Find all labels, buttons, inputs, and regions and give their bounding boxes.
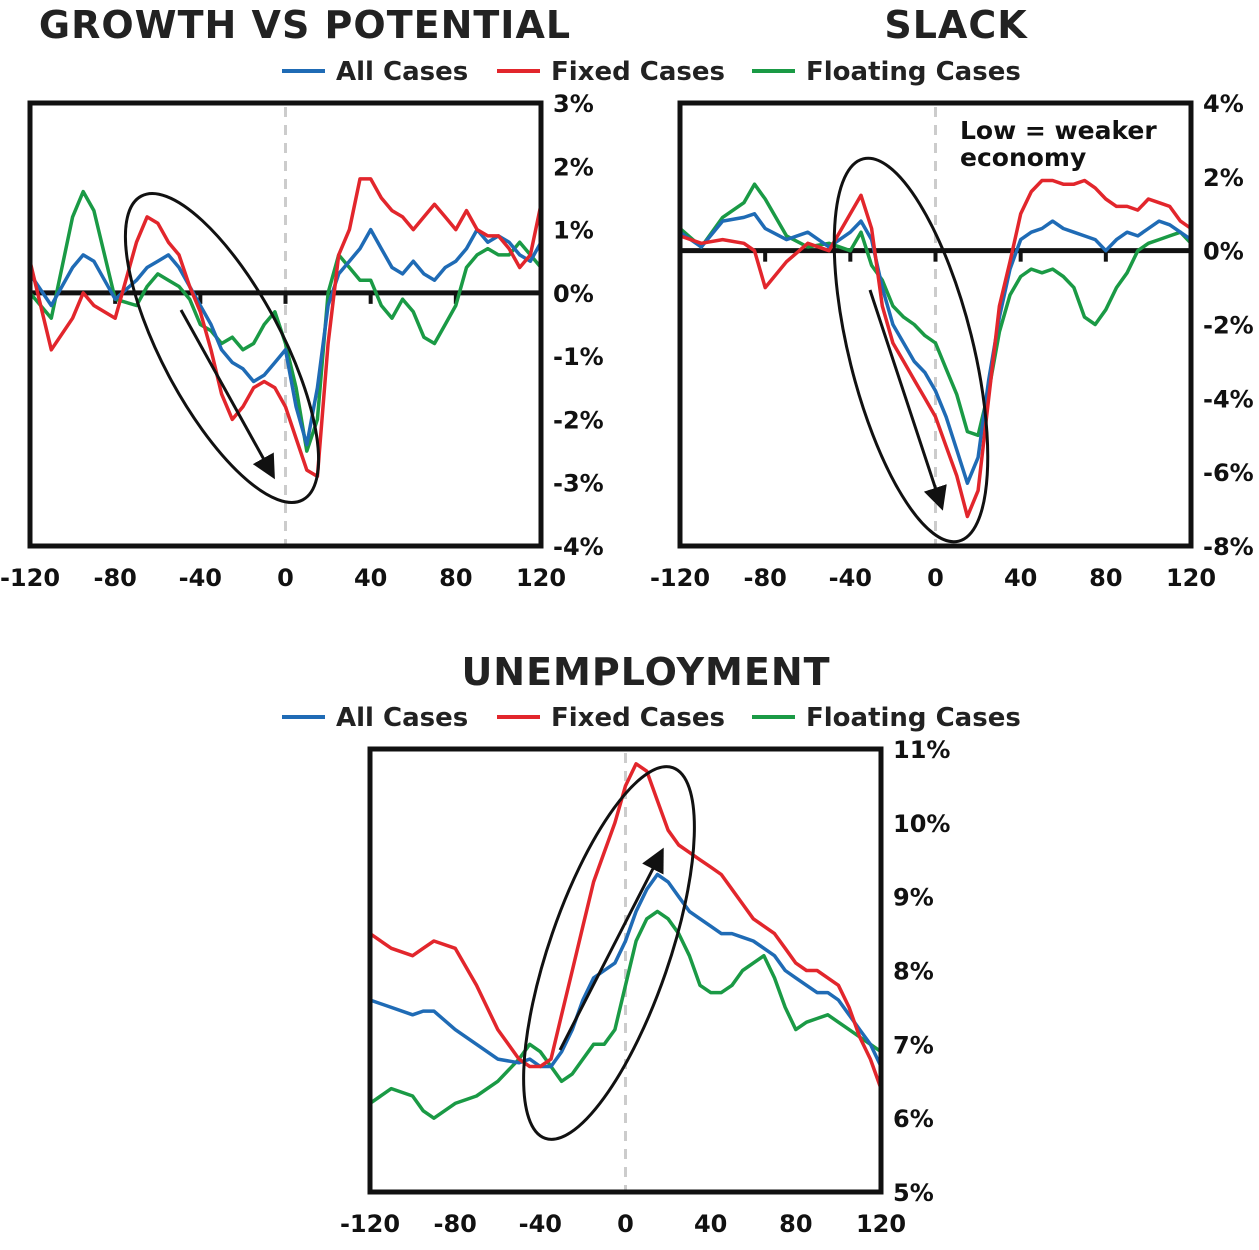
x-tick-label: -120 [0, 564, 60, 592]
x-tick-label: 40 [1004, 564, 1037, 592]
chart-title-unemployment: UNEMPLOYMENT [461, 650, 830, 694]
plot-growth: -120 -80 -40 0 40 80 120 -4% -3% -2% -1% 0% 1% 2% 3% [0, 90, 604, 592]
y-tick-label: 2% [1203, 164, 1244, 192]
x-tick-label: 0 [617, 1210, 634, 1238]
plot-frame [367, 746, 884, 1195]
x-tick-label: -40 [519, 1210, 562, 1238]
x-tick-label: 0 [277, 564, 294, 592]
y-tick-label: 0% [553, 280, 594, 308]
y-tick-label: 0% [1203, 238, 1244, 266]
y-tick-label: 11% [893, 736, 950, 764]
plots-layer: -120 -80 -40 0 40 80 120-4%-3%-2%-1%0%1%2%3%-1… [0, 90, 1254, 1238]
x-tick-label: -80 [93, 564, 136, 592]
series-line-fixed [28, 177, 543, 479]
y-tick-label: -3% [553, 470, 604, 498]
legend-label-all: All Cases [336, 57, 468, 87]
x-tick-label: 120 [1166, 564, 1216, 592]
series-line-all [368, 872, 883, 1069]
y-tick-label: -6% [1203, 459, 1254, 487]
y-tick-label: 4% [1203, 90, 1244, 118]
x-tick-label: -80 [433, 1210, 476, 1238]
x-tick-label: -120 [340, 1210, 400, 1238]
x-tick-label: -40 [179, 564, 222, 592]
y-tick-label: 2% [553, 153, 594, 181]
x-tick-label: -80 [743, 564, 786, 592]
legend-label-floating: Floating Cases [806, 57, 1021, 87]
slack-annotation-line1: Low = weaker [960, 116, 1157, 145]
x-tick-label: 40 [694, 1210, 727, 1238]
y-tick-label: -4% [553, 533, 604, 561]
y-tick-label: -4% [1203, 385, 1254, 413]
x-tick-label: -120 [650, 564, 710, 592]
x-tick-label: 0 [927, 564, 944, 592]
series-line-floating [28, 189, 543, 453]
trend-arrow [179, 309, 275, 480]
legend-top: All Cases Fixed Cases Floating Cases [282, 57, 1021, 87]
legend-label-fixed-2: Fixed Cases [551, 703, 725, 733]
plot-frame [677, 100, 1194, 549]
legend-bottom: All Cases Fixed Cases Floating Cases [282, 703, 1021, 733]
series-line-all [678, 212, 1193, 485]
series-line-fixed [678, 178, 1193, 519]
legend-label-floating-2: Floating Cases [806, 703, 1021, 733]
x-tick-label: 80 [439, 564, 472, 592]
highlight-ellipse [123, 192, 321, 504]
series-line-all [28, 227, 543, 447]
y-tick-label: 7% [893, 1031, 934, 1059]
y-tick-label: -8% [1203, 533, 1254, 561]
slack-annotation-line2: economy [960, 143, 1086, 172]
x-tick-label: 40 [354, 564, 387, 592]
chart-title-growth: GROWTH VS POTENTIAL [39, 3, 571, 47]
series-line-fixed [368, 762, 883, 1091]
y-tick-label: 1% [553, 217, 594, 245]
plot-frame [27, 100, 544, 549]
y-tick-label: 3% [553, 90, 594, 118]
highlight-ellipse [522, 765, 696, 1141]
y-tick-label: -1% [553, 343, 604, 371]
highlight-ellipse [832, 156, 990, 544]
series-line-floating [368, 909, 883, 1120]
x-tick-label: 80 [1089, 564, 1122, 592]
y-tick-label: 9% [893, 884, 934, 912]
y-tick-label: 6% [893, 1105, 934, 1133]
x-tick-label: -40 [829, 564, 872, 592]
legend-label-fixed: Fixed Cases [551, 57, 725, 87]
y-tick-label: -2% [1203, 312, 1254, 340]
y-tick-label: 10% [893, 810, 950, 838]
chart-title-slack: SLACK [884, 3, 1028, 47]
plot-unemployment: -120 -80 -40 0 40 80 120 5% 6% 7% 8% 9% 10% 11% [340, 736, 950, 1238]
x-tick-label: 120 [856, 1210, 906, 1238]
y-tick-label: 5% [893, 1179, 934, 1207]
plot-slack: -120 -80 -40 0 40 80 120 -8% -6% -4% -2% 0% 2% 4% [650, 90, 1254, 592]
trend-arrow [558, 847, 664, 1051]
trend-arrow [868, 289, 947, 511]
x-tick-label: 80 [779, 1210, 812, 1238]
x-tick-label: 120 [516, 564, 566, 592]
legend-label-all-2: All Cases [336, 703, 468, 733]
y-tick-label: 8% [893, 958, 934, 986]
y-tick-label: -2% [553, 406, 604, 434]
